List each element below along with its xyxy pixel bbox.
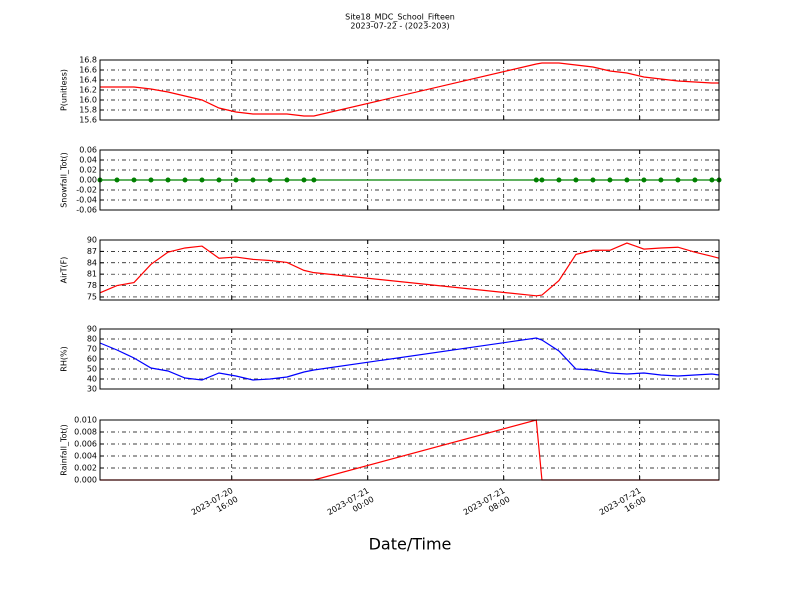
data-point [250, 177, 256, 183]
y-tick-label: 81 [87, 270, 97, 279]
y-axis-label: AirT(F) [60, 257, 69, 284]
data-point [233, 177, 239, 183]
data-line [100, 419, 719, 481]
x-axis-label: Date/Time [369, 535, 452, 554]
data-point [284, 177, 290, 183]
data-point [607, 177, 613, 183]
data-line [99, 337, 720, 381]
data-point [267, 177, 273, 183]
plot-frame [99, 239, 720, 301]
data-point [131, 177, 137, 183]
y-tick-label: 87 [87, 247, 97, 256]
y-tick-label: -0.02 [76, 186, 97, 195]
y-tick-label: 30 [87, 385, 97, 394]
y-tick-label: 0.00 [79, 176, 97, 185]
plot-frame [99, 59, 720, 121]
y-tick-label: 0.004 [74, 452, 97, 461]
y-tick-label: -0.06 [76, 206, 97, 215]
y-tick-label: -0.04 [76, 196, 97, 205]
y-tick-label: 0.010 [74, 416, 97, 425]
chart-subtitle: 2023-07-22 - (2023-203) [350, 22, 449, 31]
plot-frame [99, 149, 720, 211]
data-point [675, 177, 681, 183]
y-tick-label: 16.0 [79, 96, 97, 105]
y-tick-label: 40 [87, 375, 97, 384]
data-line [99, 242, 720, 297]
y-tick-label: 0.06 [79, 146, 97, 155]
data-point [573, 177, 579, 183]
data-point [216, 177, 222, 183]
y-tick-label: 0.006 [74, 440, 97, 449]
y-tick-label: 60 [87, 355, 97, 364]
y-tick-label: 90 [87, 236, 97, 245]
data-point [624, 177, 630, 183]
data-point [182, 177, 188, 183]
y-tick-label: 70 [87, 345, 97, 354]
y-tick-label: 78 [87, 281, 97, 290]
y-axis-label: Rainfall_Tot() [60, 424, 69, 476]
data-point [148, 177, 154, 183]
y-tick-label: 80 [87, 335, 97, 344]
y-tick-label: 90 [87, 325, 97, 334]
y-tick-label: 0.008 [74, 428, 97, 437]
data-point [311, 177, 317, 183]
data-point [165, 177, 171, 183]
data-point [590, 177, 596, 183]
data-point [539, 177, 545, 183]
data-point [658, 177, 664, 183]
y-tick-label: 16.2 [79, 86, 97, 95]
data-point [709, 177, 715, 183]
plot-frame [99, 419, 720, 481]
y-axis-label: P(unitless) [60, 69, 69, 111]
y-tick-label: 75 [87, 292, 97, 301]
y-tick-label: 15.6 [79, 116, 97, 125]
chart-title: Site18_MDC_School_Fifteen [345, 13, 455, 22]
y-tick-label: 84 [87, 258, 97, 267]
data-point [533, 177, 539, 183]
data-point [301, 177, 307, 183]
y-axis-label: RH(%) [60, 346, 69, 371]
y-tick-label: 0.000 [74, 476, 97, 485]
y-tick-label: 0.002 [74, 464, 97, 473]
y-tick-label: 16.4 [79, 76, 97, 85]
plot-frame [99, 328, 720, 390]
y-tick-label: 0.02 [79, 166, 97, 175]
data-point [556, 177, 562, 183]
y-axis-label: Snowfall_Tot() [60, 152, 69, 208]
data-point [114, 177, 120, 183]
data-line [100, 62, 719, 117]
y-tick-label: 16.6 [79, 66, 97, 75]
y-tick-label: 15.8 [79, 106, 97, 115]
y-tick-label: 16.8 [79, 56, 97, 65]
y-tick-label: 0.04 [79, 156, 97, 165]
y-tick-label: 50 [87, 365, 97, 374]
data-point [692, 177, 698, 183]
data-point [641, 177, 647, 183]
data-point [199, 177, 205, 183]
